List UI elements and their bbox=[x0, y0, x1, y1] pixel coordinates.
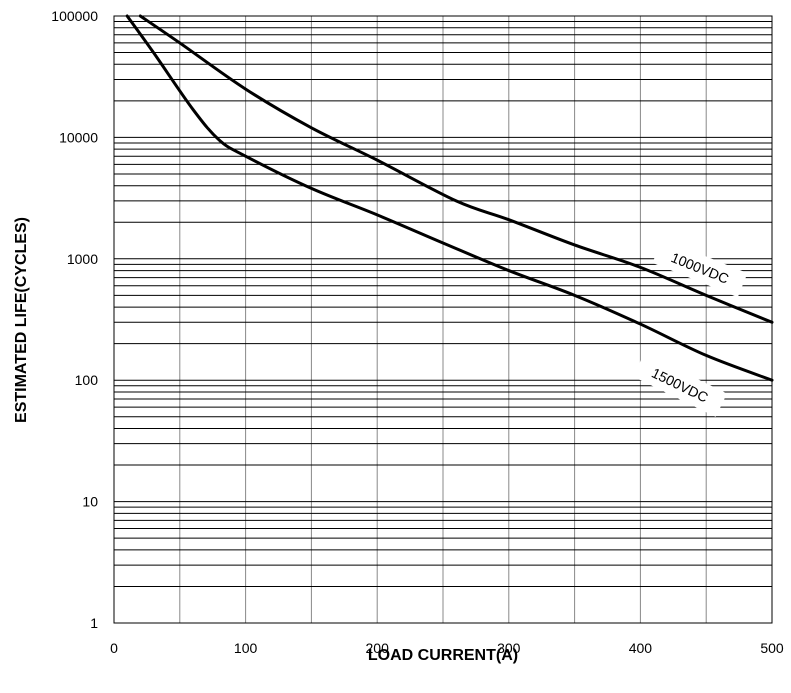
curve-label-1000vdc: 1000VDC bbox=[652, 238, 748, 298]
y-tick-label: 10 bbox=[82, 494, 98, 510]
series bbox=[125, 14, 774, 382]
x-tick-label: 400 bbox=[629, 640, 653, 656]
x-axis-title: LOAD CURRENT(A) bbox=[368, 647, 518, 664]
series-line-1000vdc bbox=[138, 14, 774, 324]
y-tick-label: 1000 bbox=[67, 251, 98, 267]
y-tick-label: 1 bbox=[90, 615, 98, 631]
grid bbox=[114, 16, 772, 623]
y-tick-label: 100 bbox=[75, 372, 99, 388]
y-axis-ticks: 1 10 100 1000 10000 100000 bbox=[51, 8, 98, 631]
y-tick-label: 10000 bbox=[59, 129, 98, 145]
x-tick-label: 0 bbox=[110, 640, 118, 656]
x-tick-label: 100 bbox=[234, 640, 258, 656]
x-tick-label: 300 bbox=[497, 640, 521, 656]
curve-label-backing bbox=[632, 353, 728, 417]
curve-label-backing bbox=[652, 238, 748, 298]
y-tick-label: 100000 bbox=[51, 8, 98, 24]
x-tick-label: 200 bbox=[366, 640, 390, 656]
x-tick-label: 500 bbox=[760, 640, 784, 656]
x-axis-ticks: 0 100 200 300 400 500 bbox=[110, 640, 784, 656]
y-axis-title: ESTIMATED LIFE(CYCLES) bbox=[13, 217, 30, 423]
series-line-1500vdc bbox=[125, 14, 774, 382]
plot-area-border bbox=[113, 15, 773, 624]
